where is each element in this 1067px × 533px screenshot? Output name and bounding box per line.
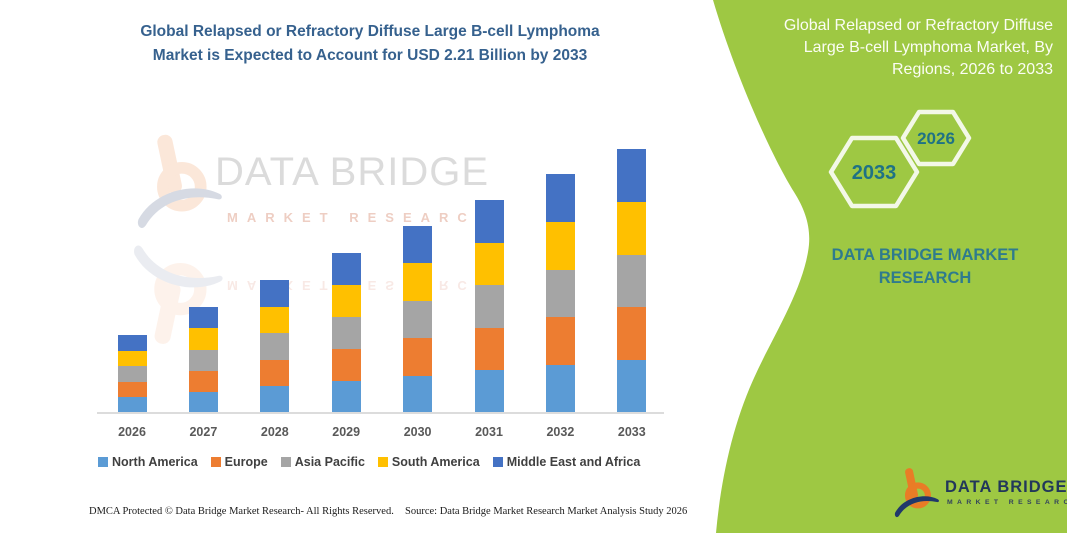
panel-brand-text: DATA BRIDGE MARKET RESEARCH bbox=[795, 244, 1055, 290]
legend-item-europe: Europe bbox=[210, 455, 268, 469]
legend-swatch-icon bbox=[210, 457, 221, 467]
bar-segment-2027-asia-pacific bbox=[188, 349, 218, 371]
bar-segment-2033-south-america bbox=[617, 201, 647, 255]
bar-2030 bbox=[403, 226, 433, 413]
bar-segment-2029-south-america bbox=[331, 284, 361, 317]
dmca-copyright-text: DMCA Protected © Data Bridge Market Rese… bbox=[89, 506, 394, 517]
hexagon-2033-label: 2033 bbox=[852, 162, 897, 184]
x-axis-label-2029: 2029 bbox=[332, 425, 361, 439]
bar-segment-2030-south-america bbox=[403, 263, 433, 301]
data-bridge-logo-icon bbox=[894, 468, 939, 518]
bar-2032 bbox=[545, 174, 575, 413]
bar-2031 bbox=[474, 200, 504, 413]
bar-segment-2033-north-america bbox=[617, 360, 647, 413]
legend-swatch-icon bbox=[492, 457, 503, 467]
bar-segment-2033-middle-east-and-africa bbox=[617, 149, 647, 202]
chart-legend: North America Europe Asia Pacific South Ame… bbox=[98, 455, 673, 469]
x-axis-label-2028: 2028 bbox=[260, 425, 289, 439]
bar-segment-2032-north-america bbox=[545, 365, 575, 413]
bar-segment-2027-north-america bbox=[188, 391, 218, 413]
x-axis-label-2026: 2026 bbox=[118, 425, 146, 439]
bar-segment-2026-europe bbox=[117, 381, 147, 398]
bar-segment-2031-south-america bbox=[474, 242, 504, 286]
bar-segment-2031-north-america bbox=[474, 370, 504, 413]
logo-brand-text: DATA BRIDGE bbox=[945, 478, 1067, 496]
legend-label: North America bbox=[112, 455, 198, 469]
bar-segment-2028-middle-east-and-africa bbox=[260, 280, 290, 307]
panel-heading-line1: Global Relapsed or Refractory Diffuse bbox=[783, 17, 1053, 34]
x-axis-line bbox=[97, 412, 664, 414]
chart-title-line1: Global Relapsed or Refractory Diffuse La… bbox=[140, 23, 600, 40]
bar-segment-2026-middle-east-and-africa bbox=[117, 335, 147, 351]
bar-segment-2033-asia-pacific bbox=[617, 254, 647, 308]
panel-brand-line2: RESEARCH bbox=[878, 269, 972, 287]
bar-2026 bbox=[117, 335, 147, 413]
bar-2033 bbox=[617, 149, 647, 413]
bar-segment-2027-middle-east-and-africa bbox=[188, 307, 218, 329]
bar-segment-2028-asia-pacific bbox=[260, 333, 290, 360]
source-attribution-text: Source: Data Bridge Market Research Mark… bbox=[405, 506, 688, 517]
bar-segment-2030-north-america bbox=[403, 375, 433, 413]
x-axis-label-2033: 2033 bbox=[617, 425, 646, 439]
bar-segment-2026-north-america bbox=[117, 397, 147, 413]
legend-label: Europe bbox=[224, 455, 268, 469]
chart-title-line2: Market is Expected to Account for USD 2.… bbox=[152, 47, 588, 64]
bar-segment-2028-europe bbox=[260, 359, 290, 387]
legend-item-middle-east-and-africa: Middle East and Africa bbox=[492, 455, 641, 469]
legend-swatch-icon bbox=[280, 457, 291, 467]
bar-segment-2026-asia-pacific bbox=[117, 366, 147, 382]
legend-swatch-icon bbox=[98, 457, 108, 467]
hexagon-2026-badge: 2026 bbox=[900, 109, 972, 167]
bar-segment-2029-europe bbox=[331, 348, 361, 381]
year-hexagon-badges: 2026 2033 bbox=[828, 109, 972, 209]
x-axis-label-2027: 2027 bbox=[189, 425, 218, 439]
bar-segment-2032-south-america bbox=[545, 221, 575, 270]
bar-segment-2033-europe bbox=[617, 307, 647, 361]
logo-sub-text: MARKET RESEARCH bbox=[947, 499, 1067, 506]
bar-segment-2029-asia-pacific bbox=[331, 316, 361, 349]
bar-segment-2032-europe bbox=[545, 317, 575, 366]
legend-item-asia-pacific: Asia Pacific bbox=[280, 455, 365, 469]
bar-segment-2029-middle-east-and-africa bbox=[331, 252, 361, 285]
data-bridge-logo: DATA BRIDGE MARKET RESEARCH bbox=[893, 466, 1067, 526]
legend-label: Middle East and Africa bbox=[506, 455, 641, 469]
bar-segment-2028-south-america bbox=[260, 306, 290, 334]
panel-brand-line1: DATA BRIDGE MARKET bbox=[831, 246, 1019, 264]
panel-heading-line2: Large B-cell Lymphoma Market, By bbox=[803, 39, 1053, 56]
x-axis-label-2031: 2031 bbox=[475, 425, 503, 439]
legend-label: Asia Pacific bbox=[294, 455, 365, 469]
hexagon-2033-badge: 2033 bbox=[828, 135, 920, 209]
bar-segment-2026-south-america bbox=[117, 350, 147, 367]
legend-item-south-america: South America bbox=[377, 455, 480, 469]
chart-title: Global Relapsed or Refractory Diffuse La… bbox=[40, 20, 700, 68]
bar-2028 bbox=[260, 280, 290, 413]
bar-segment-2032-middle-east-and-africa bbox=[545, 174, 575, 222]
bar-segment-2030-asia-pacific bbox=[403, 300, 433, 339]
bar-segment-2032-asia-pacific bbox=[545, 269, 575, 318]
hexagon-2026-label: 2026 bbox=[917, 129, 955, 148]
bar-segment-2030-europe bbox=[403, 338, 433, 376]
bar-segment-2029-north-america bbox=[331, 380, 361, 413]
bar-segment-2030-middle-east-and-africa bbox=[403, 226, 433, 264]
bar-segment-2027-south-america bbox=[188, 328, 218, 350]
bar-2029 bbox=[331, 252, 361, 413]
panel-heading-line3: Regions, 2026 to 2033 bbox=[891, 61, 1053, 78]
bar-segment-2028-north-america bbox=[260, 386, 290, 413]
bar-segment-2031-europe bbox=[474, 327, 504, 371]
legend-label: South America bbox=[391, 455, 480, 469]
panel-heading: Global Relapsed or Refractory Diffuse La… bbox=[723, 15, 1053, 81]
bar-segment-2031-middle-east-and-africa bbox=[474, 200, 504, 243]
legend-item-north-america: North America bbox=[98, 455, 198, 469]
x-axis-label-2030: 2030 bbox=[403, 425, 432, 439]
bar-2027 bbox=[188, 307, 218, 413]
legend-swatch-icon bbox=[377, 457, 388, 467]
bar-segment-2031-asia-pacific bbox=[474, 285, 504, 328]
x-axis-label-2032: 2032 bbox=[546, 425, 575, 439]
bar-segment-2027-europe bbox=[188, 370, 218, 392]
